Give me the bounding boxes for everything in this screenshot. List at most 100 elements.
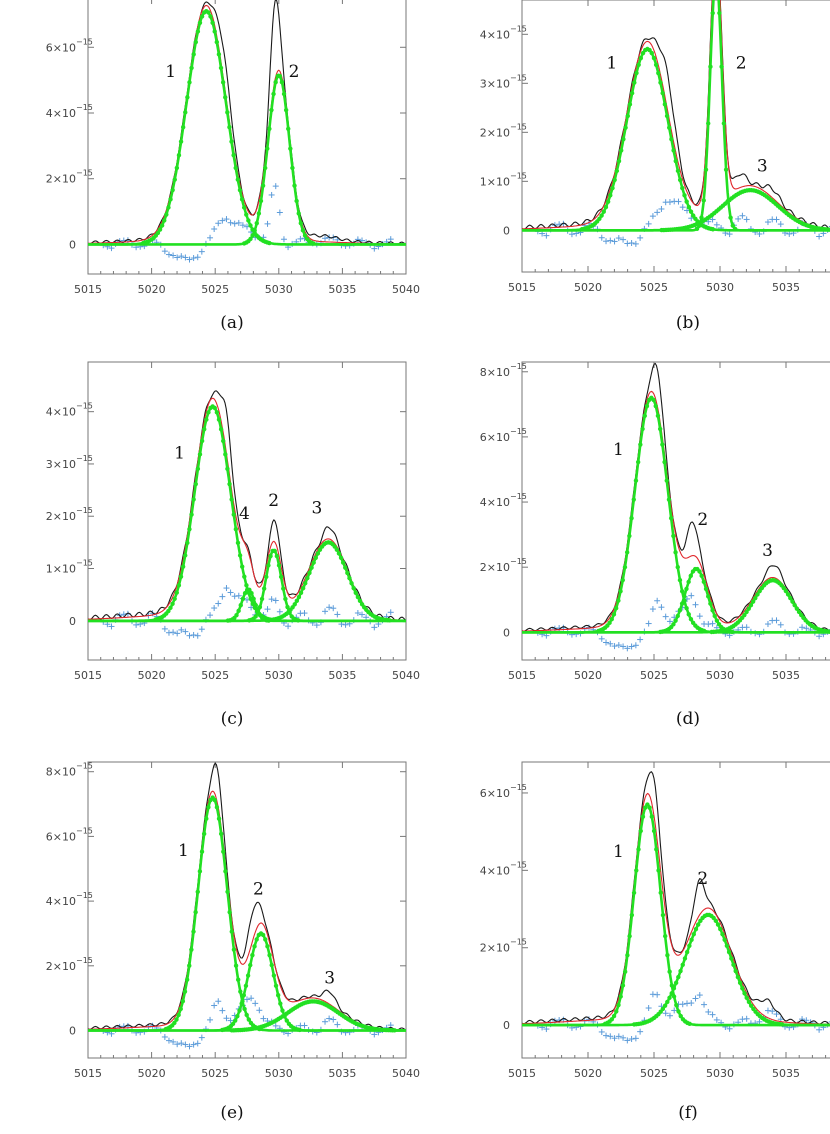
component-2-point bbox=[673, 618, 677, 622]
component-2-point bbox=[264, 575, 268, 579]
component-2-point bbox=[253, 614, 257, 618]
component-2-point bbox=[699, 574, 703, 578]
component-2-point bbox=[708, 601, 712, 605]
peak-label-3: 3 bbox=[312, 499, 323, 519]
residual-point bbox=[355, 610, 361, 616]
x-tick-label: 5030 bbox=[265, 1067, 293, 1080]
component-2-point bbox=[237, 1008, 241, 1012]
x-tick-label: 5035 bbox=[772, 669, 800, 682]
y-tick-exponent: −15 bbox=[510, 557, 527, 566]
plot-area bbox=[88, 763, 406, 1049]
component-1-point bbox=[623, 125, 627, 129]
peak-label-1: 1 bbox=[606, 54, 617, 74]
residual-point bbox=[633, 1035, 639, 1041]
residual-point bbox=[765, 219, 771, 225]
residual-point bbox=[236, 593, 242, 599]
component-1-point bbox=[621, 578, 625, 582]
component-1-point bbox=[689, 617, 693, 621]
component-1-point bbox=[244, 212, 248, 216]
component-1-point bbox=[612, 178, 616, 182]
component-1-point bbox=[630, 91, 634, 95]
component-1-point bbox=[223, 95, 227, 99]
component-2-point bbox=[276, 993, 280, 997]
y-tick-exponent: −15 bbox=[510, 362, 527, 371]
component-2-point bbox=[278, 1001, 282, 1005]
y-tick-exponent: −15 bbox=[510, 73, 527, 82]
component-2-point bbox=[268, 554, 272, 558]
component-1-point bbox=[676, 169, 680, 173]
residual-point bbox=[281, 236, 287, 242]
component-1-point bbox=[621, 983, 625, 987]
residual-point bbox=[187, 633, 193, 639]
component-1-point bbox=[667, 125, 671, 129]
component-2-point bbox=[702, 198, 706, 202]
residual-point bbox=[629, 240, 635, 246]
component-2-point bbox=[311, 241, 315, 245]
component-1-point bbox=[623, 970, 627, 974]
component-2-point bbox=[685, 950, 689, 954]
component-1-point bbox=[658, 80, 662, 84]
component-3-point bbox=[337, 551, 341, 555]
y-tick-label: 0 bbox=[69, 615, 76, 628]
component-2-point bbox=[718, 927, 722, 931]
residual-point bbox=[654, 598, 660, 604]
component-2-point bbox=[734, 969, 738, 973]
component-2-point bbox=[682, 594, 686, 598]
component-2-point bbox=[279, 575, 283, 579]
component-2-point bbox=[272, 973, 276, 977]
component-4-point bbox=[241, 597, 245, 601]
component-2-point bbox=[292, 183, 296, 187]
x-tick-label: 5035 bbox=[772, 1067, 800, 1080]
component-1-point bbox=[619, 148, 623, 152]
y-tick-label: 0 bbox=[503, 626, 510, 639]
residual-point bbox=[191, 632, 197, 638]
component-2-point bbox=[288, 146, 292, 150]
residual-point bbox=[334, 611, 340, 617]
component-1-point bbox=[614, 606, 618, 610]
component-1-point bbox=[193, 910, 197, 914]
component-2-point bbox=[273, 549, 277, 553]
residual-point bbox=[232, 221, 238, 227]
component-3-point bbox=[309, 565, 313, 569]
component-1-point bbox=[225, 890, 229, 894]
component-1-point bbox=[230, 929, 234, 933]
model-fit-line bbox=[522, 391, 830, 632]
component-1-point bbox=[687, 1022, 691, 1026]
component-2-point bbox=[731, 963, 735, 967]
residual-point bbox=[277, 209, 283, 215]
component-2-point bbox=[296, 618, 300, 622]
x-tick-label: 5015 bbox=[508, 1067, 536, 1080]
component-1-point bbox=[612, 1014, 616, 1018]
component-1-point bbox=[221, 850, 225, 854]
component-1-point bbox=[210, 21, 214, 25]
y-tick-label: 4×10 bbox=[46, 406, 76, 419]
x-tick-label: 5025 bbox=[640, 1067, 668, 1080]
y-tick-label: 0 bbox=[69, 1025, 76, 1038]
y-tick-exponent: −15 bbox=[510, 24, 527, 33]
residual-point bbox=[688, 593, 694, 599]
x-tick-label: 5035 bbox=[328, 1067, 356, 1080]
component-4-point bbox=[234, 613, 238, 617]
component-1-point bbox=[221, 80, 225, 84]
component-1-point bbox=[232, 512, 236, 516]
component-1-point bbox=[179, 574, 183, 578]
peak-label-1: 1 bbox=[178, 841, 189, 861]
y-tick-label: 0 bbox=[503, 1019, 510, 1032]
plot-area bbox=[522, 0, 830, 247]
y-tick-exponent: −15 bbox=[510, 938, 527, 947]
component-1-point bbox=[610, 186, 614, 190]
component-2-point bbox=[706, 594, 710, 598]
component-1-point bbox=[170, 602, 174, 606]
component-2-point bbox=[248, 963, 252, 967]
component-1-point bbox=[227, 910, 231, 914]
residual-point bbox=[343, 622, 349, 628]
component-2-point bbox=[273, 80, 277, 84]
panel-d: 50155020502550305035504002×10−154×10−156… bbox=[480, 362, 830, 729]
y-tick-label: 2×10 bbox=[480, 942, 510, 955]
residual-point bbox=[388, 609, 394, 615]
panel-caption: (f) bbox=[678, 1103, 698, 1123]
component-1-point bbox=[641, 815, 645, 819]
component-1-point bbox=[234, 527, 238, 531]
y-tick-exponent: −15 bbox=[510, 860, 527, 869]
